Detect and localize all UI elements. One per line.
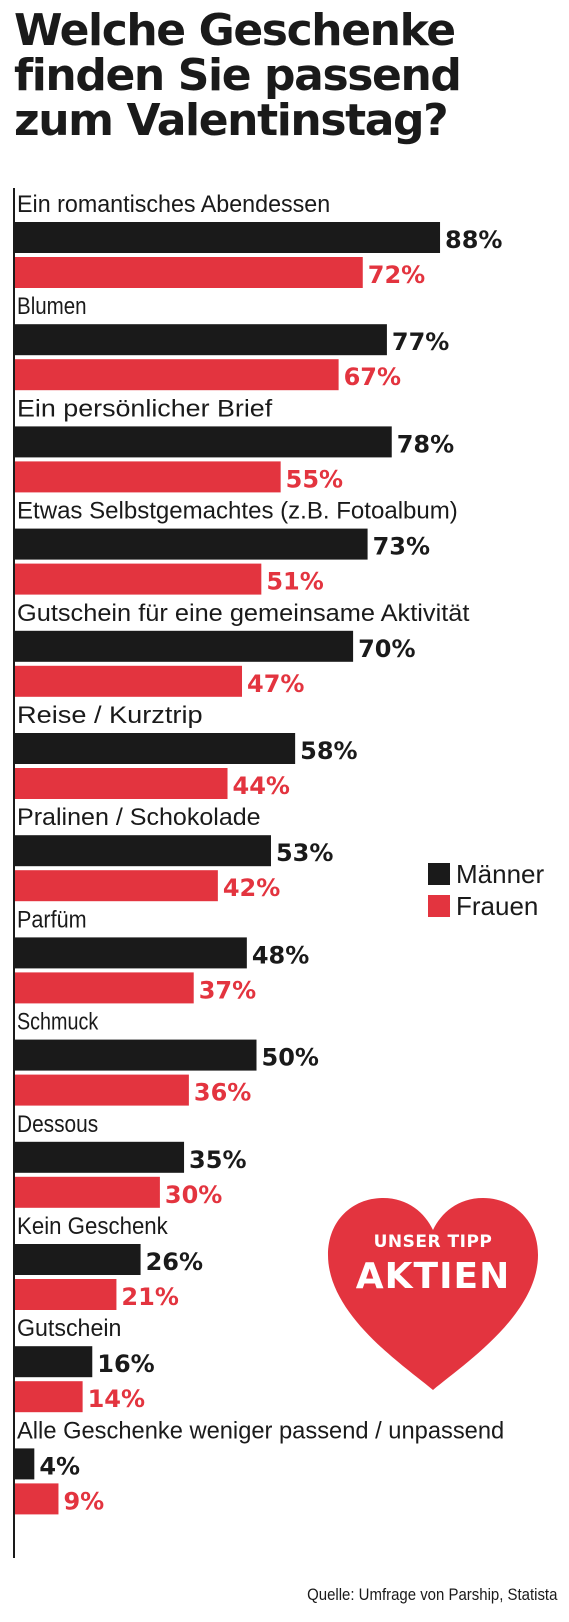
bar-maenner [15,1448,35,1480]
bar-frauen [15,665,243,697]
bar-maenner [15,835,271,867]
value-label-maenner: 26% [146,1248,203,1276]
bar-maenner [15,937,247,969]
value-label-frauen: 14% [88,1385,145,1413]
bar-maenner [15,1141,185,1173]
value-label-maenner: 58% [300,737,357,765]
bar-frauen [15,1176,160,1208]
legend-label-maenner: Männer [456,858,545,889]
heart-icon [328,1198,538,1390]
category-label: Parfüm [17,906,87,933]
legend-item-maenner: Männer [428,858,544,890]
bar-maenner [15,222,441,253]
bar-frauen [15,461,281,493]
value-label-frauen: 37% [199,976,256,1004]
category-label: Schmuck [17,1009,99,1036]
chart-title: Welche Geschenke finden Sie passend zum … [14,8,559,143]
value-label-frauen: 9% [63,1487,104,1515]
value-label-maenner: 70% [358,635,415,663]
title-line-3: zum Valentinstag? [14,95,449,146]
value-label-maenner: 88% [445,226,502,254]
category-label: Alle Geschenke weniger passend / unpasse… [17,1417,504,1444]
bar-frauen [15,563,262,595]
value-label-frauen: 42% [223,874,280,902]
badge-line-1: UNSER TIPP [373,1232,493,1252]
value-label-frauen: 72% [368,261,425,289]
value-label-maenner: 16% [97,1350,154,1378]
category-label: Dessous [17,1111,98,1138]
category-label: Gutschein [17,1315,121,1342]
legend-swatch-maenner [428,863,450,885]
category-label: Gutschein für eine gemeinsame Aktivität [17,600,470,627]
value-label-maenner: 48% [252,941,309,969]
value-label-frauen: 47% [247,670,304,698]
bar-frauen [15,1381,83,1413]
value-label-maenner: 35% [189,1146,246,1174]
value-label-maenner: 78% [397,430,454,458]
title-line-1: Welche Geschenke [14,5,456,56]
bar-maenner [15,324,387,356]
legend-label-frauen: Frauen [456,890,539,921]
value-label-frauen: 44% [233,772,290,800]
y-axis-line [13,188,15,1558]
value-label-maenner: 4% [39,1452,80,1480]
title-line-2: finden Sie passend [14,50,462,101]
category-label: Etwas Selbstgemachtes (z.B. Fotoalbum) [17,498,458,525]
badge-line-2: AKTIEN [355,1256,511,1297]
value-label-maenner: 73% [373,533,430,561]
value-label-maenner: 50% [262,1044,319,1072]
category-label: Pralinen / Schokolade [17,804,261,831]
category-label: Ein persönlicher Brief [17,395,273,422]
bar-frauen [15,1074,189,1106]
category-label: Kein Geschenk [17,1213,169,1240]
value-label-maenner: 53% [276,839,333,867]
value-label-frauen: 67% [344,363,401,391]
bar-frauen [15,257,363,288]
bar-maenner [15,1346,93,1378]
legend: Männer Frauen [428,858,544,922]
bar-maenner [15,733,296,764]
value-label-frauen: 51% [266,568,323,596]
category-label: Blumen [17,293,87,320]
source-note: Quelle: Umfrage von Parship, Statista [306,1585,557,1604]
category-label: Reise / Kurztrip [17,702,203,729]
value-label-frauen: 21% [121,1283,178,1311]
value-label-frauen: 36% [194,1079,251,1107]
bar-frauen [15,1483,59,1515]
bar-frauen [15,359,339,391]
legend-item-frauen: Frauen [428,890,544,922]
value-label-frauen: 30% [165,1181,222,1209]
bar-maenner [15,426,392,458]
bar-maenner [15,1244,141,1275]
bar-frauen [15,972,194,1004]
value-label-frauen: 55% [286,465,343,493]
bar-maenner [15,630,354,662]
bar-frauen [15,768,228,799]
bar-frauen [15,1279,117,1310]
bar-maenner [15,1039,257,1071]
legend-swatch-frauen [428,895,450,917]
category-label: Ein romantisches Abendessen [17,191,330,218]
value-label-maenner: 77% [392,328,449,356]
bar-maenner [15,528,368,560]
bar-frauen [15,870,218,902]
